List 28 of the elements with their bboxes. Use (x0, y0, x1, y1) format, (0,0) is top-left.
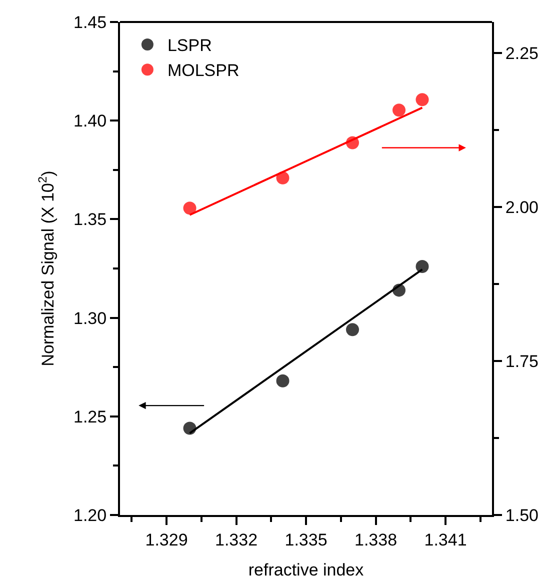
y-tick-label: 1.45 (74, 12, 107, 32)
y-tick-label: 1.25 (74, 407, 107, 426)
point (183, 422, 196, 435)
y-tick-label: 1.40 (74, 112, 107, 131)
y-tick-label: 1.30 (74, 308, 107, 328)
x-tick-label: 1.338 (354, 530, 398, 550)
y2-tick-label: 1.50 (505, 506, 538, 525)
point (392, 284, 406, 297)
point (276, 171, 290, 184)
y2-tick-label: 2.25 (505, 44, 538, 63)
point (183, 202, 196, 215)
x-tick-label: 1.335 (284, 530, 328, 550)
y2-tick-label: 1.75 (505, 352, 538, 371)
y-tick-label: 1.35 (74, 210, 107, 230)
legend-label: MOLSPR (167, 61, 240, 80)
point (416, 260, 429, 274)
x-tick-label: 1.329 (145, 530, 188, 550)
x-tick-label: 1.341 (424, 530, 467, 550)
point (346, 323, 359, 336)
point (276, 374, 290, 388)
point (346, 136, 359, 150)
x-tick-label: 1.332 (214, 530, 258, 550)
point (392, 104, 406, 117)
legend-label: LSPR (167, 36, 212, 56)
x-axis-title: refractive index (248, 560, 364, 580)
point (416, 93, 429, 106)
y2-tick-label: 2.00 (505, 198, 538, 217)
y-tick-label: 1.20 (74, 506, 107, 525)
